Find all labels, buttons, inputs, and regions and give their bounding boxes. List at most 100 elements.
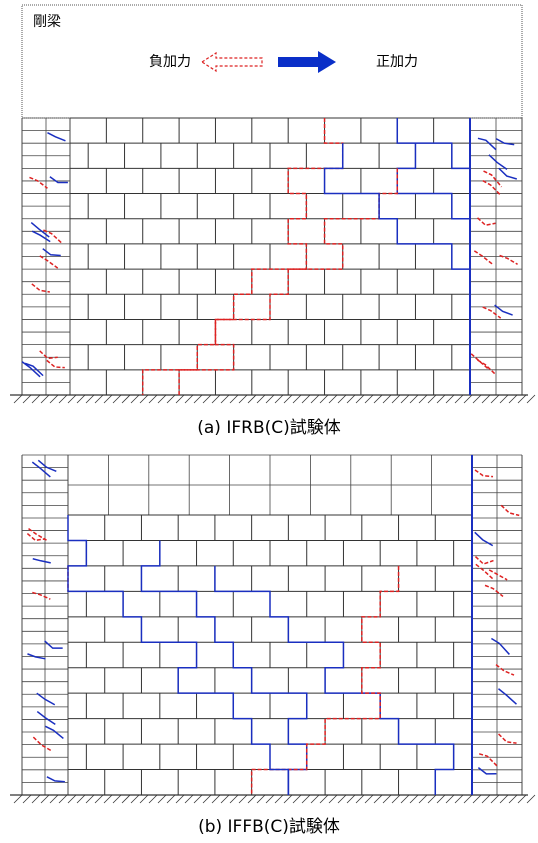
ground-hatch [482,395,490,403]
ground-hatch [140,795,148,803]
crack-positive [47,133,65,141]
ground-hatch [149,395,157,403]
ground-hatch [293,795,301,803]
ground-hatch [275,395,283,403]
ground-hatch [212,395,220,403]
ground-hatch [401,395,409,403]
crack-negative [499,734,517,743]
crack-negative [29,177,47,188]
ground-hatch [41,795,49,803]
ground-hatch [428,395,436,403]
ground-hatch [437,795,445,803]
ground-hatch [509,795,517,803]
ground-hatch [104,795,112,803]
ground-hatch [266,395,274,403]
ground-hatch [491,395,499,403]
ground-hatch [410,395,418,403]
ground-hatch [338,395,346,403]
ground-hatch [347,395,355,403]
figure: 剛梁 負加力 正加力 (a) IFRB(C)試験体 (b) IFFB(C)試験体 [0,0,538,843]
ground-hatch [428,795,436,803]
ground-hatch [239,795,247,803]
ground-hatch [473,795,481,803]
ground-hatch [284,795,292,803]
crack-negative [479,754,497,766]
ground-hatch [482,795,490,803]
ground-hatch [212,795,220,803]
crack-positive [33,559,51,563]
crack-positive [499,168,517,179]
crack-positive [475,532,493,545]
crack-positive [32,462,50,477]
caption-b: (b) IFFB(C)試験体 [198,817,340,837]
ground-hatch [176,795,184,803]
ground-hatch [140,395,148,403]
ground-hatch [464,795,472,803]
legend-positive: 正加力 [376,54,418,70]
caption-a: (a) IFRB(C)試験体 [197,418,341,438]
ground-hatch [158,795,166,803]
ground-hatch [122,395,130,403]
ground-hatch [194,395,202,403]
ground-hatch [32,395,40,403]
negative-arrow [202,53,262,71]
ground-hatch [275,795,283,803]
crack-positive [478,138,496,149]
ground-hatch [248,795,256,803]
ground-hatch [518,795,526,803]
ground-hatch [365,795,373,803]
crack-positive [37,712,55,725]
ground-hatch [257,795,265,803]
ground-hatch [464,395,472,403]
ground-hatch [356,795,364,803]
crack-negative [47,360,65,367]
ground-hatch [149,795,157,803]
crack-positive [498,689,516,704]
ground-hatch [131,395,139,403]
ground-hatch [77,395,85,403]
ground-hatch [518,395,526,403]
ground-hatch [266,795,274,803]
ground-hatch [455,395,463,403]
ground-hatch [23,395,31,403]
ground-hatch [491,795,499,803]
ground-hatch [284,395,292,403]
ground-hatch [95,395,103,403]
ground-hatch [86,395,94,403]
ground-hatch [185,395,193,403]
crack-positive [489,155,507,170]
ground-hatch [248,395,256,403]
ground-hatch [383,795,391,803]
ground-hatch [221,395,229,403]
ground-hatch [311,795,319,803]
ground-hatch [329,795,337,803]
crack-positive [37,693,55,705]
ground-hatch [383,395,391,403]
crack-positive [496,139,514,145]
ground-hatch [446,795,454,803]
ground-hatch [122,795,130,803]
ground-hatch [473,395,481,403]
crack-negative [474,251,492,264]
ground-hatch [374,795,382,803]
ground-hatch [419,795,427,803]
crack-negative [485,585,503,596]
ground-hatch [176,395,184,403]
crack-negative [471,354,489,370]
crack-negative [483,307,501,318]
ground-hatch [347,795,355,803]
ground-hatch [59,395,67,403]
ground-hatch [50,395,58,403]
crack-negative [496,665,514,675]
ground-hatch [356,395,364,403]
ground-hatch [86,795,94,803]
crack-positive [45,641,63,648]
ground-hatch [68,395,76,403]
ground-hatch [365,395,373,403]
ground-hatch [59,795,67,803]
ground-hatch [392,395,400,403]
positive-arrow [278,51,336,73]
ground-hatch [50,795,58,803]
ground-hatch [509,395,517,403]
ground-hatch [302,395,310,403]
